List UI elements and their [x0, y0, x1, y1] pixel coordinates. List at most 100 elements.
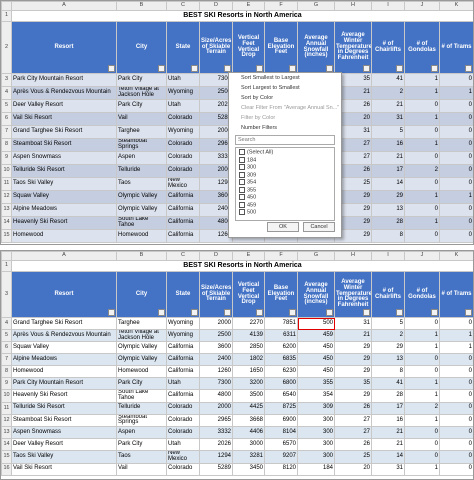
cell[interactable]: 6570 — [264, 438, 298, 452]
cell[interactable]: 0 — [439, 353, 473, 367]
cell[interactable]: California — [166, 353, 200, 367]
checkbox-option[interactable]: 450 — [239, 194, 331, 202]
row-number[interactable]: 15 — [1, 450, 12, 464]
filter-button[interactable] — [396, 65, 403, 72]
cell[interactable]: 35 — [334, 377, 372, 391]
cell[interactable]: 0 — [439, 125, 473, 139]
cell[interactable]: 20 — [334, 112, 372, 126]
cell[interactable]: 9207 — [264, 450, 298, 464]
cell[interactable]: 27 — [334, 426, 372, 440]
column-letter[interactable]: A — [11, 251, 117, 261]
column-letter[interactable]: F — [264, 1, 298, 11]
cell[interactable]: 7300 — [199, 73, 233, 87]
cell[interactable]: Teton Village at Jackson Hole — [116, 328, 167, 343]
cell[interactable]: 1294 — [199, 450, 233, 464]
cell[interactable]: 500 — [297, 317, 335, 330]
cell[interactable]: Utah — [166, 73, 200, 87]
cell[interactable]: 0 — [439, 229, 473, 243]
cell[interactable]: Homewood — [11, 365, 117, 379]
cell[interactable]: 0 — [439, 365, 473, 379]
column-letter[interactable]: C — [166, 251, 200, 261]
filter-button[interactable] — [289, 309, 296, 316]
cell[interactable]: Colorado — [166, 413, 200, 428]
cell[interactable]: 1 — [404, 216, 440, 230]
cell[interactable]: 31 — [371, 462, 405, 476]
cell[interactable]: Telluride — [116, 401, 167, 415]
column-letter[interactable]: B — [116, 1, 167, 11]
cell[interactable]: 0 — [404, 99, 440, 113]
cell[interactable]: 2000 — [199, 164, 233, 178]
cell[interactable]: Telluride Ski Resort — [11, 164, 117, 178]
cell[interactable]: 17 — [371, 164, 405, 178]
cell[interactable]: 29 — [334, 190, 372, 204]
checkbox[interactable] — [239, 164, 245, 170]
cell[interactable]: New Mexico — [166, 450, 200, 464]
filter-button[interactable] — [108, 309, 115, 316]
cell[interactable]: 2400 — [199, 203, 233, 217]
cell[interactable]: 3668 — [232, 413, 265, 428]
cell[interactable]: Colorado — [166, 401, 200, 415]
cell[interactable]: 8120 — [264, 462, 298, 476]
row-number[interactable]: 2 — [1, 21, 12, 74]
cell[interactable]: 1 — [439, 190, 473, 204]
cell[interactable]: 0 — [439, 413, 473, 428]
menu-item[interactable]: Sort Largest to Smallest — [241, 85, 300, 91]
cell[interactable]: California — [166, 216, 200, 230]
filter-button[interactable] — [256, 309, 263, 316]
cell[interactable]: 0 — [439, 151, 473, 165]
cell[interactable]: 1260 — [199, 365, 233, 379]
cell[interactable]: California — [166, 365, 200, 379]
cell[interactable]: Olympic Valley — [116, 341, 167, 355]
cell[interactable]: 0 — [439, 377, 473, 391]
cell[interactable]: Colorado — [166, 426, 200, 440]
checkbox[interactable] — [239, 194, 245, 200]
filter-button[interactable] — [224, 65, 231, 72]
checkbox[interactable] — [239, 186, 245, 193]
checkbox-option[interactable]: 309 — [239, 171, 331, 180]
cell[interactable]: 0 — [439, 203, 473, 217]
cell[interactable]: 0 — [439, 389, 473, 403]
cell[interactable]: 29 — [334, 353, 372, 367]
cell[interactable]: 31 — [334, 317, 372, 330]
cell[interactable]: 27 — [334, 413, 372, 428]
cell[interactable]: Aspen — [116, 426, 167, 440]
checkbox[interactable] — [239, 179, 245, 185]
column-letter[interactable]: B — [116, 251, 167, 261]
cell[interactable]: 17 — [371, 401, 405, 415]
row-number[interactable]: 13 — [1, 203, 12, 217]
cell[interactable]: 29 — [334, 365, 372, 379]
cell[interactable]: 28 — [371, 216, 405, 230]
cell[interactable]: 1 — [404, 389, 440, 403]
cell[interactable]: 0 — [404, 450, 440, 464]
cell[interactable]: Squaw Valley — [11, 190, 117, 204]
cell[interactable]: 16 — [371, 413, 405, 428]
cell[interactable]: 3332 — [199, 426, 233, 440]
filter-button[interactable] — [191, 309, 198, 316]
cell[interactable]: Grand Targhee Ski Resort — [11, 125, 117, 139]
cell[interactable]: Taos Ski Valley — [11, 450, 117, 464]
cell[interactable]: Heavenly Ski Resort — [11, 216, 117, 230]
cell[interactable]: 14 — [371, 450, 405, 464]
cell[interactable]: Deer Valley Resort — [11, 438, 117, 452]
cell[interactable]: 0 — [439, 438, 473, 452]
filter-button[interactable] — [191, 65, 198, 72]
checkbox-option[interactable]: 354 — [239, 179, 331, 187]
cell[interactable]: 450 — [297, 365, 335, 379]
cell[interactable]: 3600 — [199, 190, 233, 204]
row-number[interactable]: 8 — [1, 138, 12, 152]
cell[interactable]: 20 — [334, 462, 372, 476]
cell[interactable]: 1 — [439, 328, 473, 343]
cell[interactable]: 1 — [439, 86, 473, 100]
cell[interactable]: 0 — [439, 177, 473, 191]
cell[interactable]: 0 — [404, 151, 440, 165]
button[interactable]: Cancel — [303, 222, 335, 232]
cell[interactable]: 0 — [439, 317, 473, 330]
button[interactable]: OK — [267, 222, 299, 232]
cell[interactable]: 2500 — [199, 86, 233, 100]
cell[interactable]: 0 — [404, 353, 440, 367]
cell[interactable]: Aspen Snowmass — [11, 426, 117, 440]
cell[interactable]: 28 — [371, 389, 405, 403]
row-number[interactable]: 11 — [1, 177, 12, 191]
cell[interactable]: California — [166, 190, 200, 204]
row-number[interactable]: 1 — [1, 10, 12, 22]
